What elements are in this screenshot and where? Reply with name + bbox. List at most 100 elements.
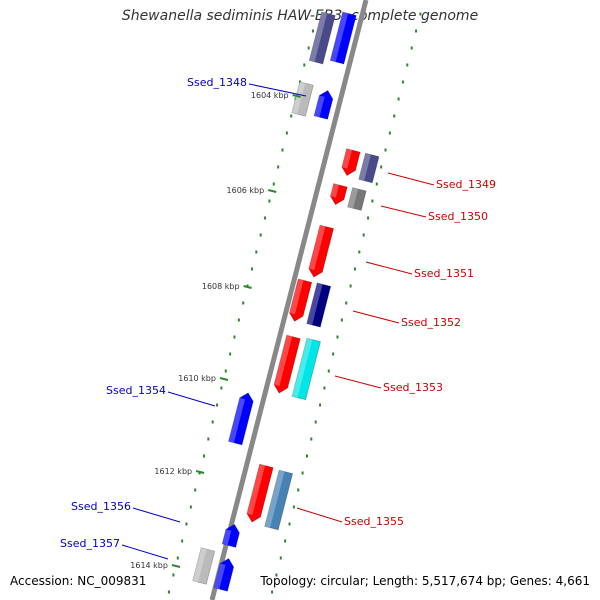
gene-feature [273,334,301,394]
tick-dot [233,335,236,339]
leader-line [167,391,216,407]
tick-dot [301,471,304,475]
tick-dot [194,488,197,492]
ruler-label: 1604 kbp [251,91,289,100]
tick-dot [185,522,188,526]
gene-feature [347,187,367,211]
tick-dot [290,114,293,118]
gene-feature [264,469,294,531]
ruler-major-tick [292,94,301,98]
topology-text: Topology: circular; Length: 5,517,674 bp… [260,574,590,588]
gene-labels: Ssed_1348 Ssed_1349 Ssed_1350 Ssed_1351 Ssed… [60,76,496,550]
tick-dot [189,505,192,509]
tick-dot [216,403,219,407]
tick-dot [323,386,326,390]
tick-dot [349,284,352,288]
gene-label: Ssed_1350 [428,210,488,223]
tick-dot [268,199,271,203]
tick-dot [310,437,313,441]
gene-arrow [273,334,301,394]
gene-highlight [314,95,325,118]
gene-arrow [308,224,335,278]
gene-highlight [264,470,285,528]
tick-dot [340,318,343,322]
tick-dot [345,301,348,305]
gene-feature [308,224,335,278]
gene-feature [306,282,332,328]
gene-highlight [358,153,371,181]
tick-dot [406,63,409,67]
tick-dot [211,420,214,424]
gene-label: Ssed_1354 [106,384,166,397]
leader-line [387,172,435,186]
tick-dot [305,454,308,458]
tick-dot [176,556,179,560]
tick-dot [380,165,383,169]
tick-dot [284,539,287,543]
ruler-label: 1606 kbp [227,186,265,195]
tick-dot [314,420,317,424]
ruler-label: 1614 kbp [130,561,168,570]
gene-arrow [329,11,357,65]
leader-line [380,205,427,218]
tick-dot [367,216,370,220]
tick-dot [168,590,171,594]
tick-dot [172,573,175,577]
tick-dot [419,12,422,16]
gene-feature [213,557,235,592]
tick-dot [292,505,295,509]
tick-dot [401,80,404,84]
gene-highlight [330,183,340,198]
gene-highlight [291,81,306,115]
gene-feature [227,392,254,446]
gene-feature [329,11,357,65]
tick-dot [198,471,201,475]
gene-arrow [289,278,313,322]
accession-text: Accession: NC_009831 [10,574,147,588]
gene-feature [358,152,380,184]
leader-line [296,507,343,523]
page-title: Shewanella sediminis HAW-EB3, complete g… [121,8,479,24]
tick-dot [242,301,245,305]
gene-highlight [347,187,359,209]
tick-dot [255,250,258,254]
tick-dot [202,454,205,458]
gene-arrow [246,463,274,523]
leader-line [334,375,382,389]
gene-arrow [347,187,367,211]
ruler-label: 1612 kbp [154,467,192,476]
tick-dot [371,199,374,203]
gene-feature [308,11,336,65]
gene-label: Ssed_1357 [60,537,120,550]
tick-dot [362,233,365,237]
gene-label: Ssed_1352 [401,316,461,329]
gene-highlight [308,225,326,271]
ruler-major-tick [195,470,205,474]
gene-feature [192,547,216,585]
gene-highlight [222,529,232,546]
tick-dot [288,522,291,526]
tick-dot [336,335,339,339]
tick-dot [358,250,361,254]
gene-label: Ssed_1356 [71,500,131,513]
gene-highlight [213,563,226,590]
tick-dot [259,233,262,237]
gene-label: Ssed_1351 [414,267,474,280]
tick-marks [168,12,422,594]
gene-highlight [306,282,323,325]
gene-arrow [291,337,322,401]
leader-line [121,544,169,560]
gene-label: Ssed_1353 [383,381,443,394]
gene-features [192,11,380,592]
ruler-major-tick [219,377,229,381]
tick-dot [375,182,378,186]
ruler-label: 1608 kbp [202,282,240,291]
tick-dot [220,386,223,390]
gene-highlight [192,547,207,583]
tick-dot [415,29,418,33]
tick-dot [353,267,356,271]
tick-dot [285,131,288,135]
tick-dot [181,539,184,543]
gene-arrow [341,148,361,177]
